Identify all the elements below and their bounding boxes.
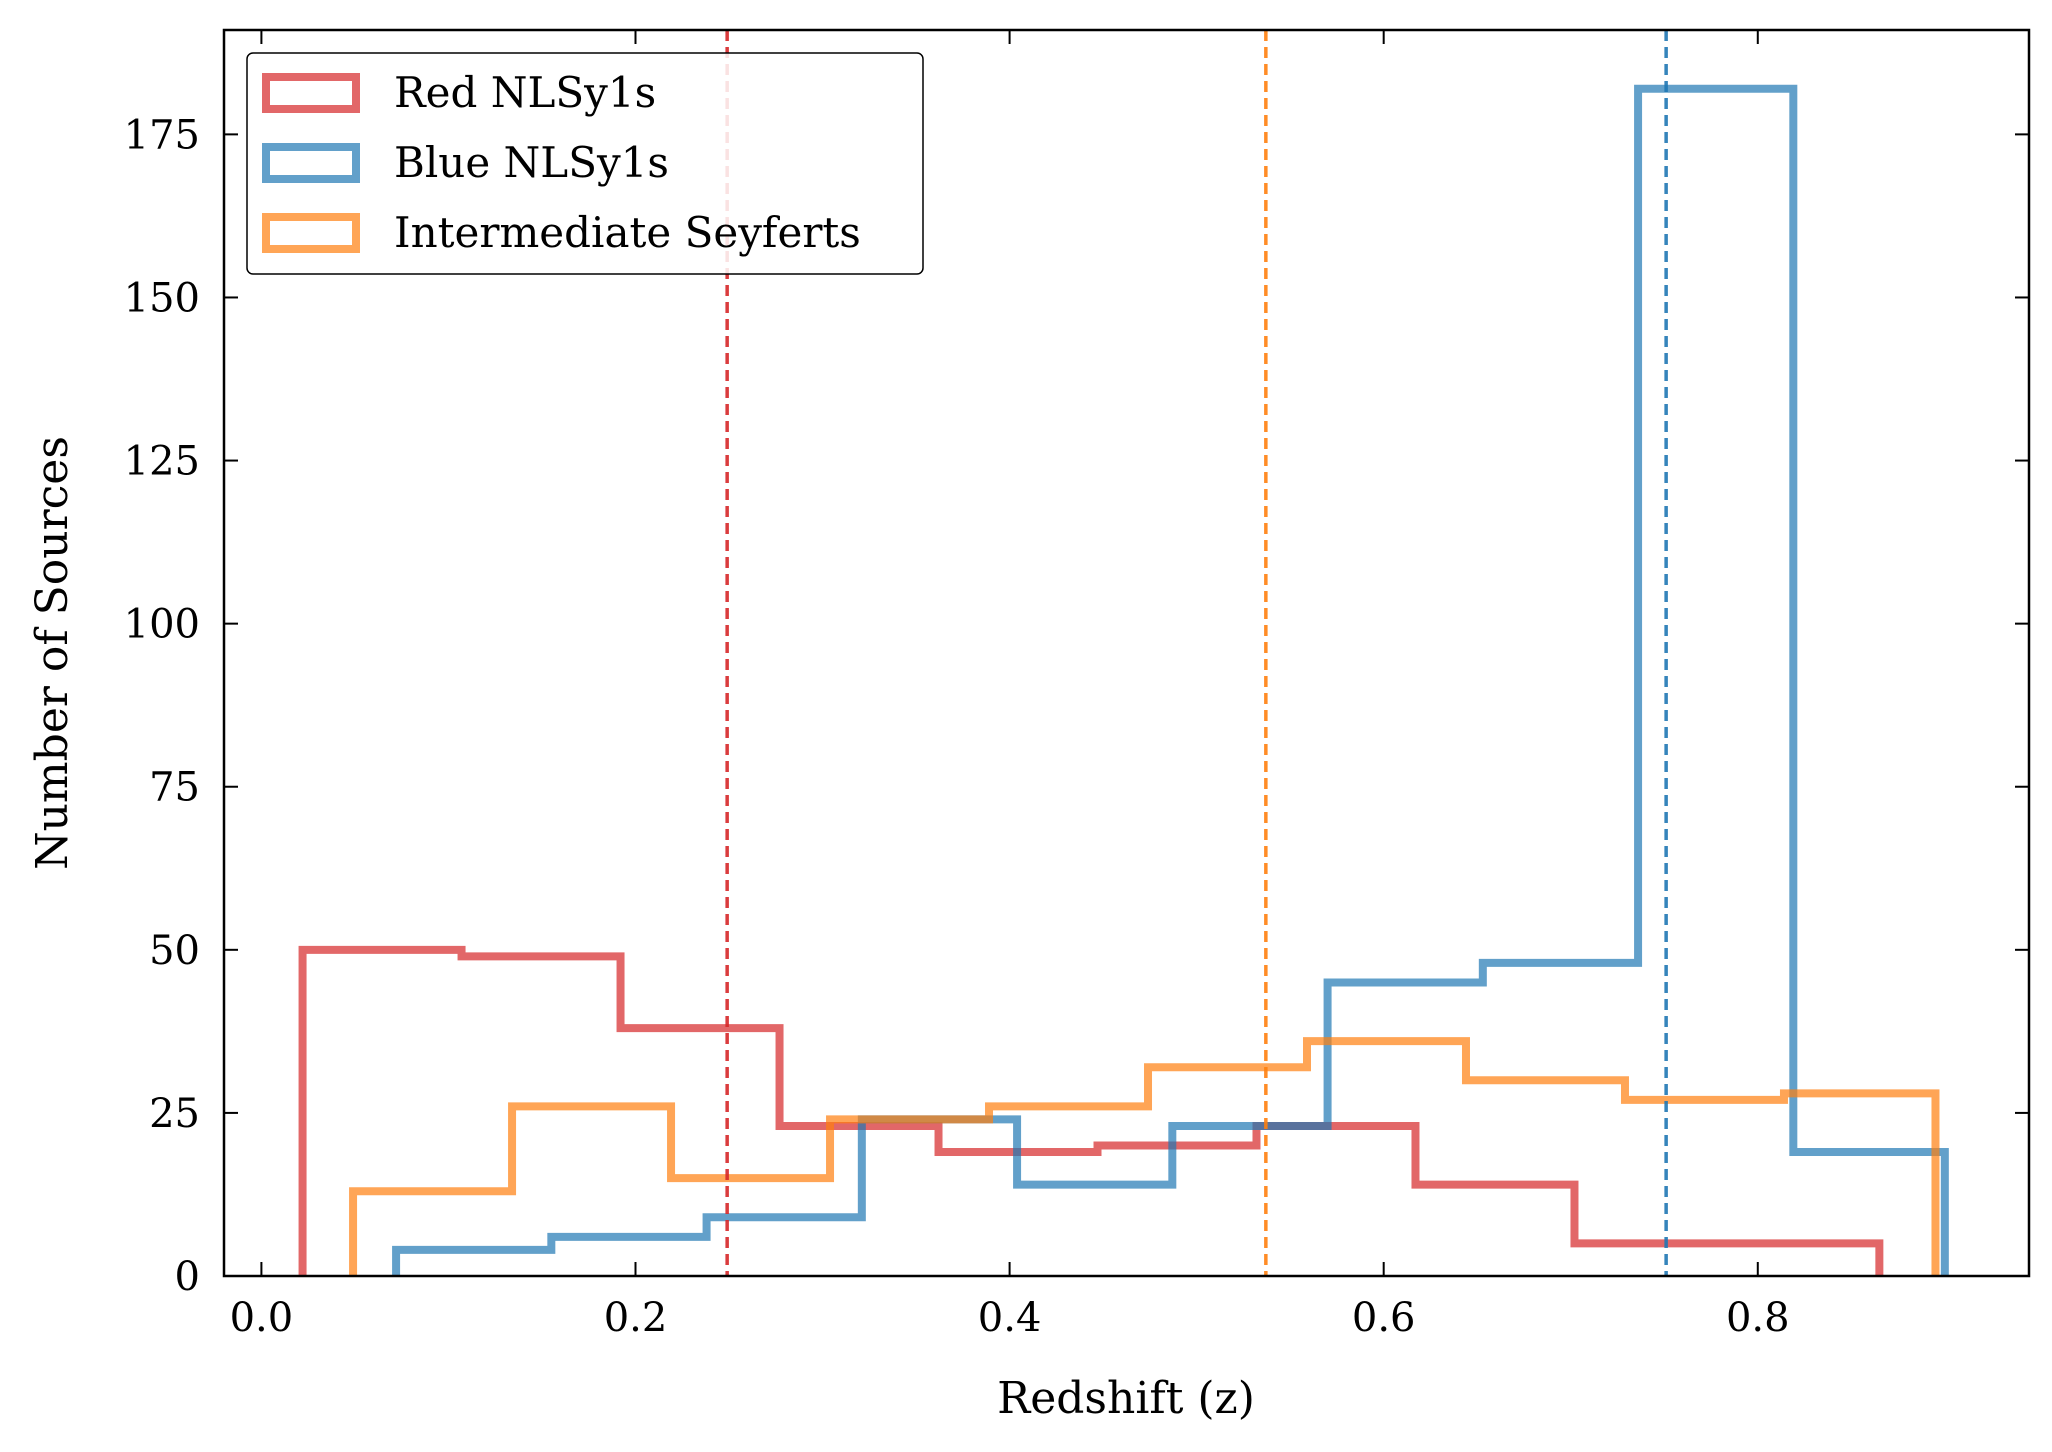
y-tick-label: 175: [124, 112, 200, 158]
x-tick-label: 0.2: [604, 1295, 668, 1341]
legend-swatch-2: [262, 143, 360, 183]
y-tick-label: 25: [149, 1091, 200, 1137]
histogram-series-layer: [298, 84, 1949, 1276]
histogram-series-2: [392, 84, 1949, 1276]
x-tick-label: 0.4: [978, 1295, 1042, 1341]
histogram-series-1: [298, 945, 1884, 1276]
legend-swatch-3: [262, 213, 360, 253]
legend-label-3: Intermediate Seyferts: [394, 208, 861, 257]
x-tick-label: 0.0: [230, 1295, 294, 1341]
legend-frame: [246, 52, 924, 275]
y-tick-label: 125: [124, 439, 200, 485]
histogram-series-3: [349, 1037, 1940, 1276]
y-tick-label: 75: [149, 765, 200, 811]
tick-labels-layer: 0.0 0.2 0.4 0.6 0.8 0 25 50 75 100 125 150 175: [124, 112, 1790, 1341]
x-tick-label: 0.6: [1352, 1295, 1416, 1341]
legend: Red NLSy1s Blue NLSy1s Intermediate Seyfer…: [246, 52, 924, 275]
plot-frame: [222, 28, 2031, 1278]
ticks-layer: [224, 30, 2029, 1277]
y-axis-label: Number of Sources: [27, 436, 78, 870]
legend-swatch-1: [262, 73, 360, 113]
y-tick-label: 0: [175, 1254, 200, 1300]
x-axis-label: Redshift (z): [997, 1373, 1255, 1424]
y-tick-label: 50: [149, 928, 200, 974]
legend-label-1: Red NLSy1s: [394, 68, 656, 117]
legend-label-2: Blue NLSy1s: [394, 138, 669, 187]
x-tick-label: 0.8: [1726, 1295, 1790, 1341]
y-tick-label: 150: [124, 275, 200, 321]
y-tick-label: 100: [124, 602, 200, 648]
